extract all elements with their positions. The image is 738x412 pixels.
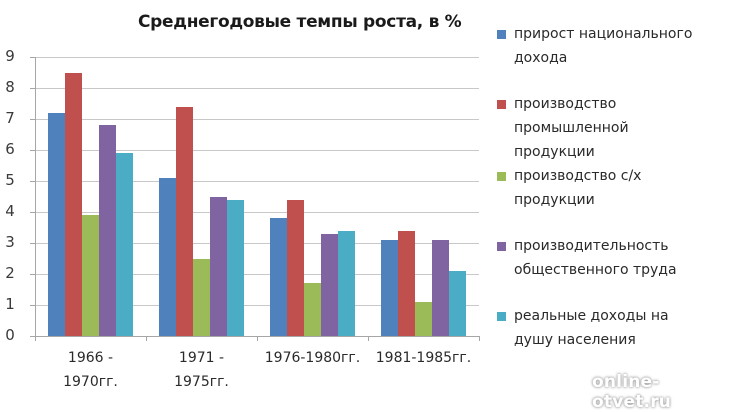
gridline [35,181,479,182]
x-tick-label-line: 1981-1985гг. [375,350,472,366]
y-tick-mark [30,305,35,306]
bar [398,230,415,336]
legend-swatch-icon [497,312,506,321]
bar [116,153,133,336]
bar [432,239,449,336]
bar [210,196,227,336]
y-tick-label: 9 [5,47,15,65]
gridline [35,57,479,58]
x-tick-label: 1976-1980гг. [257,346,368,370]
plot-area [35,57,479,336]
gridline [35,305,479,306]
bar [449,270,466,336]
x-tick-label: 1971 - 1975гг. [146,346,257,394]
legend-item: реальные доходы на душу населения [497,304,737,352]
bar [176,106,193,336]
bar [287,199,304,336]
y-tick-mark [30,243,35,244]
bar [227,199,244,336]
legend: прирост национального дохода производство п… [497,22,737,352]
y-axis-line [35,57,36,338]
legend-label-line: общественного труда [514,262,677,278]
x-tick-label-line: 1970гг. [63,374,118,390]
y-tick-label: 8 [5,78,15,96]
x-tick-mark [368,336,369,341]
x-tick-label-line: 1975гг. [174,374,229,390]
bar [48,112,65,336]
y-tick-mark [30,336,35,337]
bar [304,283,321,336]
chart-title: Среднегодовые темпы роста, в % [138,12,462,32]
bar [270,218,287,336]
legend-swatch-icon [497,100,506,109]
y-tick-mark [30,150,35,151]
bar [99,125,116,336]
y-tick-label: 5 [5,171,15,189]
x-tick-mark [257,336,258,341]
y-tick-mark [30,88,35,89]
legend-label-line: продукции [514,144,595,160]
gridline [35,88,479,89]
gridline [35,212,479,213]
bar [338,230,355,336]
x-tick-label-line: 1966 - [67,350,114,366]
y-tick-mark [30,274,35,275]
legend-label-line: душу населения [514,332,636,348]
y-tick-label: 1 [5,295,15,313]
bar [193,258,210,336]
bar [381,239,398,336]
y-tick-label: 7 [5,109,15,127]
x-tick-label: 1966 - 1970гг. [35,346,146,394]
legend-label-line: реальные доходы на [514,308,669,324]
x-tick-mark [35,336,36,341]
legend-item: производство с/х продукции [497,164,737,212]
watermark: online-otvet.ru [592,372,672,412]
gridline [35,243,479,244]
x-tick-mark [146,336,147,341]
legend-label-line: производительность [514,238,669,254]
y-tick-mark [30,119,35,120]
legend-label-line: промышленной [514,120,629,136]
bar [415,301,432,336]
y-tick-label: 0 [5,326,15,344]
y-tick-label: 2 [5,264,15,282]
x-tick-label-line: 1971 - [178,350,225,366]
gridline [35,119,479,120]
bar [65,72,82,336]
gridline [35,274,479,275]
legend-swatch-icon [497,242,506,251]
bar [82,215,99,336]
legend-label-line: прирост национального [514,26,693,42]
y-tick-mark [30,181,35,182]
x-tick-mark [479,336,480,341]
bar [321,233,338,336]
y-tick-label: 4 [5,202,15,220]
legend-swatch-icon [497,172,506,181]
legend-label-line: производство с/х [514,168,642,184]
legend-label-line: дохода [514,50,568,66]
y-tick-mark [30,57,35,58]
y-tick-label: 3 [5,233,15,251]
legend-item: производство промышленной продукции [497,92,737,164]
bar [159,177,176,336]
legend-label-line: производство [514,96,617,112]
legend-label-line: продукции [514,192,595,208]
x-tick-label-line: 1976-1980гг. [264,350,361,366]
legend-item: производительность общественного труда [497,234,737,282]
legend-item: прирост национального дохода [497,22,737,70]
y-tick-mark [30,212,35,213]
x-tick-label: 1981-1985гг. [368,346,479,370]
y-tick-label: 6 [5,140,15,158]
legend-swatch-icon [497,30,506,39]
gridline [35,150,479,151]
